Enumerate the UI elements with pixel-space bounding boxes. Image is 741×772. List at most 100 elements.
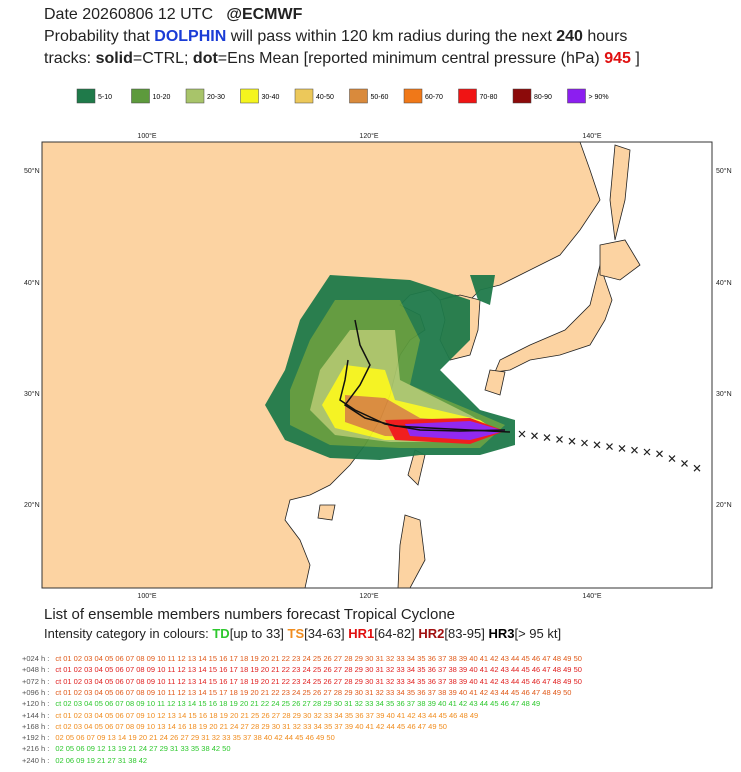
member-list: 02 05 06 07 09 13 14 19 20 21 24 26 27 2… — [55, 733, 335, 743]
cross — [656, 450, 663, 458]
text: [83-95] — [444, 626, 489, 641]
cross — [606, 443, 613, 451]
intensity-line: Intensity category in colours: TD[up to … — [44, 626, 561, 641]
legend: 5-10 10-20 20-30 30-40 40-50 50-60 60-70 70-80 8… — [76, 88, 609, 104]
legend-label: 70-80 — [480, 94, 498, 101]
legend-swatch — [185, 88, 205, 104]
legend-swatch — [76, 88, 96, 104]
lon-label: 140°E — [582, 132, 601, 140]
cross — [593, 441, 601, 449]
text: [34-63] — [304, 626, 349, 641]
map-frame — [41, 141, 713, 589]
member-row: +216 h : 02 05 06 09 12 13 19 21 24 27 29… — [22, 744, 231, 753]
lead-time: +072 h : — [22, 676, 50, 686]
date: Date 20260806 12 UTC — [44, 6, 213, 23]
cross — [568, 437, 576, 445]
lat-label: 20°N — [716, 501, 732, 509]
lon-label: 120°E — [359, 592, 378, 600]
header-line3: tracks: solid=CTRL; dot=Ens Mean [report… — [44, 50, 640, 68]
lat-label: 30°N — [24, 390, 40, 398]
lat-label: 40°N — [716, 279, 732, 287]
legend-swatch — [294, 88, 314, 104]
lon-label: 100°E — [137, 592, 156, 600]
text: solid — [95, 50, 133, 67]
member-row: +240 h : 02 06 09 19 21 27 31 38 42 — [22, 756, 147, 765]
lead-time: +192 h : — [22, 733, 50, 743]
legend-swatch — [131, 88, 150, 104]
legend-swatch — [403, 88, 423, 104]
members-title: List of ensemble members numbers forecas… — [44, 606, 456, 623]
member-row: +192 h : 02 05 06 07 09 13 14 19 20 21 24… — [22, 733, 335, 742]
text: tracks: — [44, 50, 96, 67]
lat-label: 20°N — [24, 501, 40, 509]
member-row: +120 h : ct 02 03 04 05 06 07 08 09 10 11… — [22, 699, 540, 708]
legend-swatch — [567, 88, 586, 104]
legend-label: 20-30 — [207, 94, 225, 101]
member-row: +144 h : ct 01 02 03 04 05 06 07 09 10 12… — [22, 711, 478, 720]
storm-name: DOLPHIN — [154, 28, 227, 45]
legend-label: 80-90 — [534, 94, 552, 101]
member-row: +072 h : ct 01 02 03 04 05 06 07 08 09 10… — [22, 677, 582, 686]
member-list: ct 01 02 03 04 05 06 07 08 09 10 11 12 1… — [55, 665, 582, 675]
legend-swatch — [349, 88, 368, 104]
member-row: +048 h : ct 01 02 03 04 05 06 07 08 09 10… — [22, 665, 582, 674]
cross — [556, 435, 563, 443]
cross — [643, 448, 651, 456]
lat-label: 40°N — [24, 279, 40, 287]
lead-time: +096 h : — [22, 687, 50, 697]
cross — [681, 459, 688, 467]
tracks — [339, 319, 511, 433]
text: will pass within 120 km radius during th… — [226, 28, 557, 45]
cross — [693, 464, 701, 472]
text: [up to 33] — [229, 626, 288, 641]
legend-label: > 90% — [589, 94, 609, 101]
cross — [531, 432, 538, 440]
legend-label: 30-40 — [262, 94, 280, 101]
source: @ECMWF — [226, 6, 303, 23]
cross — [618, 444, 626, 452]
member-list: ct 01 02 03 04 05 06 07 08 09 10 11 12 1… — [55, 654, 582, 663]
text: hours — [582, 28, 628, 45]
cross — [543, 434, 551, 442]
member-row: +096 h : ct 01 02 03 04 05 06 07 08 09 10… — [22, 688, 571, 697]
lead-time: +216 h : — [22, 744, 50, 754]
cat: TS — [287, 626, 305, 641]
header-line1: Date 20260806 12 UTC @ECMWF — [44, 6, 302, 24]
text: Probability that — [44, 28, 155, 45]
legend-label: 40-50 — [316, 94, 334, 101]
cross — [518, 430, 526, 438]
lon-label: 100°E — [137, 132, 156, 140]
legend-label: 60-70 — [425, 94, 443, 101]
member-list: 02 06 09 19 21 27 31 38 42 — [55, 755, 148, 765]
cat: HR1 — [348, 626, 375, 641]
ens-mean-crosses — [518, 430, 701, 472]
legend-swatch — [240, 88, 259, 104]
text: Intensity category in colours: — [44, 626, 213, 641]
member-row: +024 h : ct 01 02 03 04 05 06 07 08 09 10… — [22, 654, 582, 663]
text: =CTRL; — [132, 50, 193, 67]
pressure: 945 — [604, 50, 631, 67]
lead-time: +024 h : — [22, 654, 50, 663]
lead-time: +120 h : — [22, 699, 50, 709]
text: dot — [192, 50, 218, 67]
text: ] — [630, 50, 640, 67]
lat-label: 50°N — [716, 167, 732, 175]
text: [> 95 kt] — [514, 626, 562, 641]
axis-labels: 100°E 100°E 120°E 120°E 140°E 140°E 50°N 50°N 40… — [24, 132, 732, 600]
member-row: +168 h : ct 02 03 04 05 06 07 08 09 10 13… — [22, 722, 447, 731]
lead-time: +168 h : — [22, 721, 50, 731]
header-line2: Probability that DOLPHIN will pass withi… — [44, 28, 627, 46]
member-list: ct 01 02 03 04 05 06 07 08 09 10 11 12 1… — [55, 687, 572, 697]
member-list: ct 02 03 04 05 06 07 08 09 10 11 12 13 1… — [55, 699, 541, 709]
lead-time: +144 h : — [22, 710, 50, 720]
cat: HR3 — [488, 626, 515, 641]
lead-time: +048 h : — [22, 665, 50, 675]
legend-label: 5-10 — [98, 94, 112, 101]
member-list: 02 05 06 09 12 13 19 21 24 27 29 31 33 3… — [55, 744, 231, 754]
cat: HR2 — [418, 626, 445, 641]
legend-swatch — [458, 88, 477, 104]
member-list: ct 01 02 03 04 05 06 07 09 10 12 13 14 1… — [55, 710, 479, 720]
text: [64-82] — [374, 626, 419, 641]
legend-label: 50-60 — [371, 94, 389, 101]
